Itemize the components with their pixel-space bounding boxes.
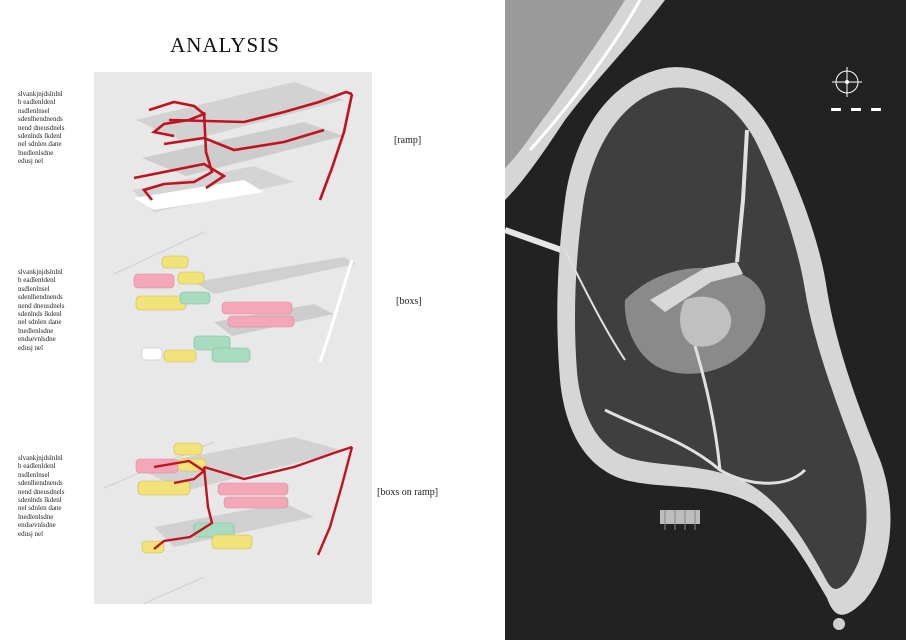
description-line: endsevnlsdne [18,335,56,344]
box-yellow-3 [135,295,187,311]
description-line: nend dneusdnels [18,487,65,496]
combined-box-yellow-3 [137,480,191,496]
ramp-label: [ramp] [394,135,422,146]
description-line: nel sdnlen dane [18,504,62,513]
description-line: nsdlenlnsel [18,284,50,293]
description-line: edusj nel [18,529,44,538]
combined-box-yellow-4 [211,534,253,550]
boxs-description: slvankjnjdslnlnl b eadlenldenl nsdlenlnsel… [18,268,94,352]
boxs-label: [boxs] [396,296,422,307]
ramp-path-long [318,93,354,201]
building-core [680,296,732,347]
description-line: sdenlnds lkdenl [18,496,62,505]
boxs-ramp-ghost [318,259,354,363]
west-path [564,249,626,361]
box-pink-2 [221,301,293,315]
box-green-2 [193,335,231,351]
description-line: sdenlnds lkdenl [18,132,62,141]
combined-box-pink-3 [223,496,289,509]
ramp-path-descent [141,111,214,201]
description-line: nsdlenlnsel [18,470,50,479]
combined-box-pink-2 [217,482,289,496]
combined-guide-line [142,576,205,604]
boxs-on-ramp-diagram [135,437,354,604]
north-path [735,129,749,263]
loop-path [604,408,807,485]
boxs-on-ramp-label: [boxs on ramp] [377,487,439,498]
building-roof [650,262,743,312]
ramp-diagram [113,82,354,275]
description-line: lnedlenlsdne [18,148,54,157]
pier [660,510,700,524]
description-line: b eadlenldenl [18,276,56,285]
description-line: endsevnlsdne [18,521,56,530]
description-line: lnedlenlsdne [18,326,54,335]
description-line: slvankjnjdslnlnl [18,90,63,98]
description-line: sdenlhendnends [18,293,63,302]
combined-shadow-upper [136,437,344,491]
combined-ramp-3 [153,466,214,550]
combined-ramp-2 [203,445,353,481]
box-yellow-1 [161,255,189,269]
ramp-description: slvankjnjdslnlnl b eadlenldenl nsdlenlnsel… [18,90,94,166]
description-line: b eadlenldenl [18,462,56,471]
compass-icon [832,67,862,97]
diagram-panel [94,72,372,604]
ramp-path-level-2 [168,90,353,124]
box-green-1 [179,291,211,305]
description-line: slvankjnjdslnlnl [18,268,63,276]
axonometric-diagrams [103,82,356,604]
site-plan [505,0,906,640]
ramp-path-level-1 [148,100,207,138]
description-line: nend dneusdnels [18,123,65,132]
analysis-sheet: ANALYSIS [18,33,439,604]
bridge [505,227,569,255]
boxs-shadow [194,257,356,294]
description-line: nel sdnlen dane [18,140,62,149]
box-green-3 [211,347,251,363]
combined-shadow-lower [154,503,314,547]
description-line: lnedlenlsdne [18,512,54,521]
ramp-ground-plate [134,180,264,210]
combined-ramp-4 [316,446,354,556]
box-yellow-2 [177,271,205,285]
combined-box-yellow-1 [173,442,203,456]
box-yellow-4 [163,349,197,363]
box-white-1 [141,347,163,361]
ramp-shadow-upper [136,82,344,142]
description-line: edusj nel [18,157,44,166]
shore-trees [505,0,625,168]
description-line: sdenlhendnends [18,479,63,488]
description-line: sdenlhendnends [18,115,63,124]
boxs-on-ramp-description: slvankjnjdslnlnl b eadlenldenl nsdlenlnsel… [18,454,94,538]
box-pink-3 [227,315,295,328]
description-line: b eadlenldenl [18,98,56,107]
page-title: ANALYSIS [170,33,280,57]
south-path [693,345,722,471]
description-line: slvankjnjdslnlnl [18,454,63,462]
ramp-path-loop [133,162,227,190]
ramp-path-level-3 [163,128,325,152]
south-tip-platform [833,618,845,630]
description-line: edusj nel [18,343,44,352]
site-plan-graphic [505,0,906,640]
description-line: nend dneusdnels [18,301,65,310]
description-line: sdenlnds lkdenl [18,310,62,319]
ramp-guide-line [113,231,205,275]
scale-bar-icon [821,108,881,111]
box-pink-1 [133,273,175,289]
shore-road [528,0,642,152]
description-line: nsdlenlnsel [18,106,50,115]
description-line: nel sdnlen dane [18,318,62,327]
